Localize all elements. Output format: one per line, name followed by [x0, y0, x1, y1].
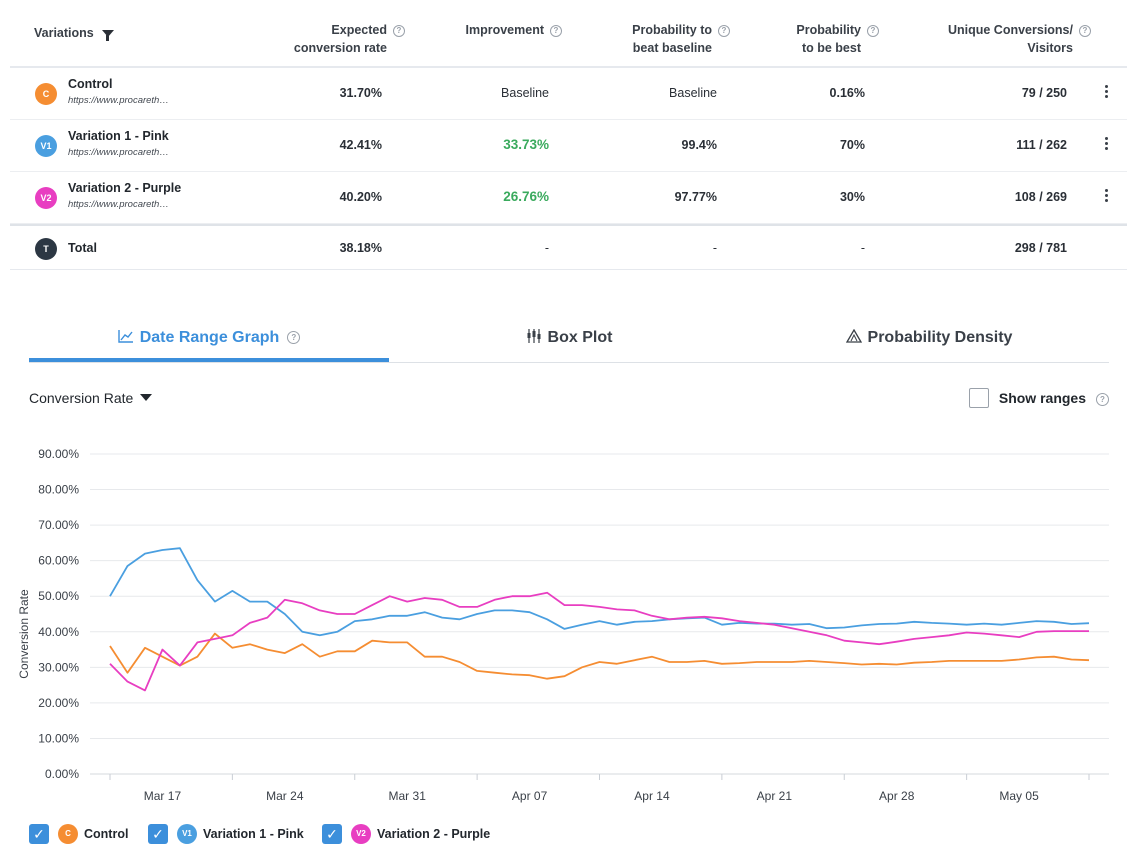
variation-badge: C	[35, 83, 57, 105]
row-menu-icon[interactable]	[1105, 189, 1109, 205]
filter-icon[interactable]	[101, 30, 114, 41]
unique-value: 79 / 250	[1021, 86, 1067, 100]
variation-badge: V1	[35, 135, 57, 157]
prob-beat-value: 97.77%	[674, 190, 717, 204]
x-tick-label: Apr 28	[879, 789, 915, 803]
x-tick-label: Mar 24	[266, 789, 304, 803]
row-menu-icon[interactable]	[1105, 85, 1109, 101]
warning-icon	[845, 320, 862, 356]
total-prob-best: -	[860, 241, 865, 255]
checkbox-checked-icon[interactable]: ✓	[148, 824, 168, 844]
series-line-control	[109, 632, 1090, 680]
prob-beat-value: Baseline	[669, 86, 717, 100]
graph-tabs: Date Range Graph? Box Plot Probability D…	[29, 320, 1109, 363]
metric-selector[interactable]: Conversion Rate	[29, 390, 153, 406]
table-row-variation-1[interactable]: V1 Variation 1 - Pink https://www.procar…	[10, 120, 1127, 172]
tab-date-range-graph[interactable]: Date Range Graph?	[29, 320, 389, 362]
y-axis-title: Conversion Rate	[17, 589, 31, 679]
results-table: Variations Expected conversion rate? Imp…	[10, 0, 1127, 270]
checkbox-checked-icon[interactable]: ✓	[322, 824, 342, 844]
total-unique: 298 / 781	[1014, 241, 1067, 255]
improvement-value: Baseline	[501, 86, 549, 100]
help-icon[interactable]: ?	[1079, 25, 1091, 37]
legend-badge: V2	[351, 824, 371, 844]
variation-url[interactable]: https://www.procareth…	[68, 95, 169, 106]
x-tick-label: Mar 31	[389, 789, 427, 803]
total-label: Total	[68, 241, 97, 255]
table-row-total: T Total 38.18% - - - 298 / 781	[10, 224, 1127, 270]
table-row-variation-2[interactable]: V2 Variation 2 - Purple https://www.proc…	[10, 172, 1127, 224]
series-line-variation-2	[109, 591, 1089, 692]
y-tick-label: 70.00%	[38, 518, 79, 532]
improvement-value: 26.76%	[503, 189, 549, 204]
prob-best-header: Probability to be best?	[796, 21, 879, 57]
prob-beat-value: 99.4%	[681, 138, 717, 152]
show-ranges-checkbox[interactable]	[968, 388, 989, 408]
y-tick-label: 20.00%	[38, 696, 79, 710]
improvement-value: 33.73%	[503, 137, 549, 152]
y-tick-label: 60.00%	[38, 554, 79, 568]
variation-name: Control	[68, 77, 113, 91]
x-tick-label: Apr 14	[634, 789, 670, 803]
tab-box-plot[interactable]: Box Plot	[389, 320, 749, 362]
conversion-rate-chart: 0.00% 10.00% 20.00% 30.00% 40.00% 50.00% 60.00…	[17, 447, 1109, 803]
legend-badge: C	[58, 824, 78, 844]
unique-value: 111 / 262	[1016, 138, 1067, 152]
expected-rate: 40.20%	[339, 190, 382, 204]
series-line-variation-1	[109, 547, 1090, 637]
x-tick-label: Apr 07	[512, 789, 548, 803]
variations-header[interactable]: Variations	[34, 24, 114, 42]
legend-item-variation-2[interactable]: ✓ V2 Variation 2 - Purple	[322, 824, 490, 844]
expected-rate: 31.70%	[339, 86, 382, 100]
box-plot-icon	[526, 320, 542, 356]
y-tick-label: 90.00%	[38, 447, 79, 461]
prob-best-value: 30%	[839, 190, 865, 204]
prob-best-value: 70%	[839, 138, 865, 152]
help-icon[interactable]: ?	[1096, 393, 1109, 406]
unique-value: 108 / 269	[1014, 190, 1067, 204]
y-tick-label: 40.00%	[38, 625, 79, 639]
help-icon[interactable]: ?	[393, 25, 405, 37]
table-header: Variations Expected conversion rate? Imp…	[10, 0, 1127, 68]
table-row-control[interactable]: C Control https://www.procareth… 31.70% …	[10, 68, 1127, 120]
legend-item-variation-1[interactable]: ✓ V1 Variation 1 - Pink	[148, 824, 304, 844]
y-tick-label: 50.00%	[38, 589, 79, 603]
caret-down-icon	[140, 394, 153, 401]
variation-badge: V2	[35, 187, 57, 209]
row-menu-icon[interactable]	[1105, 137, 1109, 153]
y-tick-label: 80.00%	[38, 483, 79, 497]
variation-url[interactable]: https://www.procareth…	[68, 147, 169, 158]
variation-name: Variation 1 - Pink	[68, 129, 169, 143]
tab-probability-density[interactable]: Probability Density	[749, 320, 1109, 362]
total-expected-rate: 38.18%	[339, 241, 382, 255]
y-tick-label: 0.00%	[45, 767, 79, 781]
expected-header: Expected conversion rate?	[294, 21, 405, 57]
legend-badge: V1	[177, 824, 197, 844]
help-icon[interactable]: ?	[287, 331, 301, 344]
help-icon[interactable]: ?	[718, 25, 730, 37]
show-ranges-toggle[interactable]: Show ranges?	[968, 388, 1109, 408]
x-tick-label: Mar 17	[144, 789, 182, 803]
help-icon[interactable]: ?	[550, 25, 562, 37]
help-icon[interactable]: ?	[867, 25, 879, 37]
improvement-header: Improvement?	[466, 21, 562, 39]
checkbox-checked-icon[interactable]: ✓	[29, 824, 49, 844]
total-badge: T	[35, 238, 57, 260]
variation-url[interactable]: https://www.procareth…	[68, 199, 169, 210]
legend-item-control[interactable]: ✓ C Control	[29, 824, 128, 844]
prob-beat-header: Probability to beat baseline?	[632, 21, 730, 57]
prob-best-value: 0.16%	[829, 86, 865, 100]
variation-name: Variation 2 - Purple	[68, 181, 182, 195]
unique-header: Unique Conversions/ Visitors?	[948, 21, 1091, 57]
x-tick-label: Apr 21	[757, 789, 793, 803]
total-improvement: -	[544, 241, 549, 255]
y-tick-label: 30.00%	[38, 660, 79, 674]
y-tick-label: 10.00%	[38, 731, 79, 745]
line-chart-icon	[118, 320, 134, 356]
total-prob-beat: -	[712, 241, 717, 255]
expected-rate: 42.41%	[339, 138, 382, 152]
x-tick-label: May 05	[999, 789, 1039, 803]
